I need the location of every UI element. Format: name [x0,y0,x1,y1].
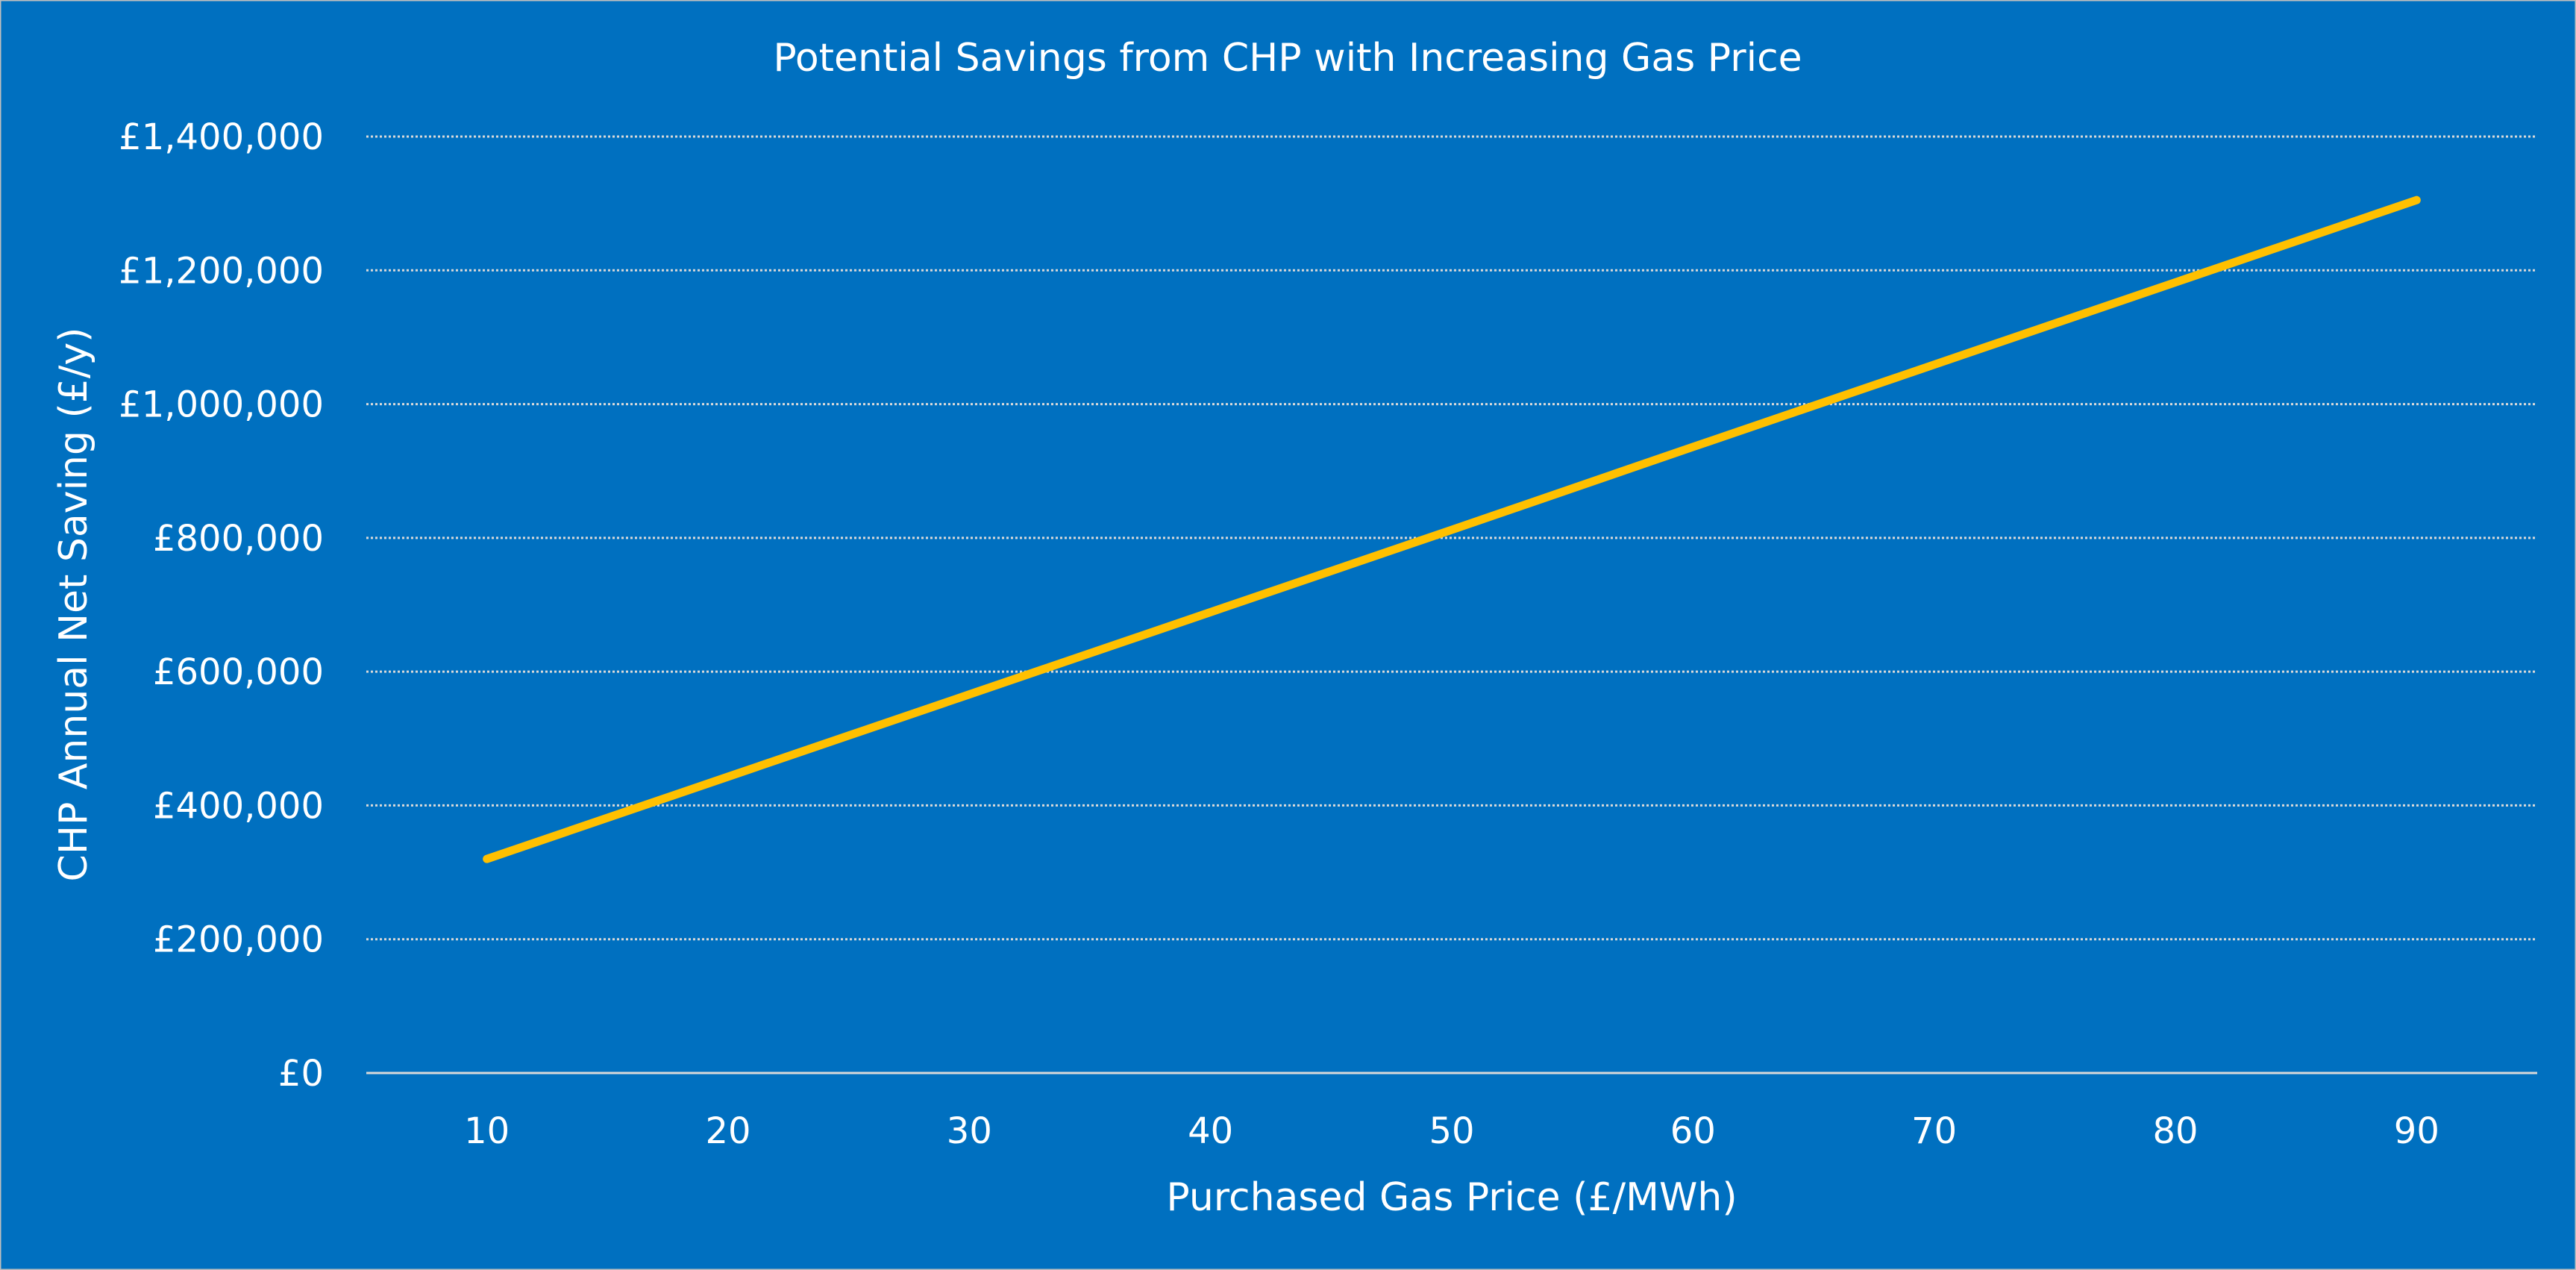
y-tick-label: £1,200,000 [119,250,324,292]
y-tick-label: £600,000 [153,651,324,693]
x-tick-label: 80 [2152,1110,2198,1152]
x-tick-label: 20 [705,1110,750,1152]
y-tick-label: £1,000,000 [119,384,324,426]
x-tick-label: 40 [1188,1110,1233,1152]
y-tick-label: £1,400,000 [119,116,324,158]
chart-title: Potential Savings from CHP with Increasi… [773,36,1802,81]
gridlines [366,135,2537,1075]
x-axis-ticks: 10 20 30 40 50 60 70 80 90 [464,1110,2439,1152]
x-tick-label: 10 [464,1110,510,1152]
y-tick-label: £0 [278,1053,324,1095]
x-tick-label: 30 [947,1110,992,1152]
x-axis-title: Purchased Gas Price (£/MWh) [1166,1175,1737,1220]
y-axis-ticks: £0 £200,000 £400,000 £600,000 £800,000 £1,000… [119,116,324,1095]
y-tick-label: £800,000 [153,518,324,560]
x-tick-label: 50 [1429,1110,1474,1152]
series-group [483,195,2421,863]
x-tick-label: 70 [1911,1110,1957,1152]
x-tick-label: 90 [2394,1110,2439,1152]
x-tick-label: 60 [1670,1110,1716,1152]
y-tick-label: £400,000 [153,785,324,827]
y-tick-label: £200,000 [153,919,324,961]
series-line [483,195,2421,863]
y-axis-title: CHP Annual Net Saving (£/y) [51,328,96,882]
